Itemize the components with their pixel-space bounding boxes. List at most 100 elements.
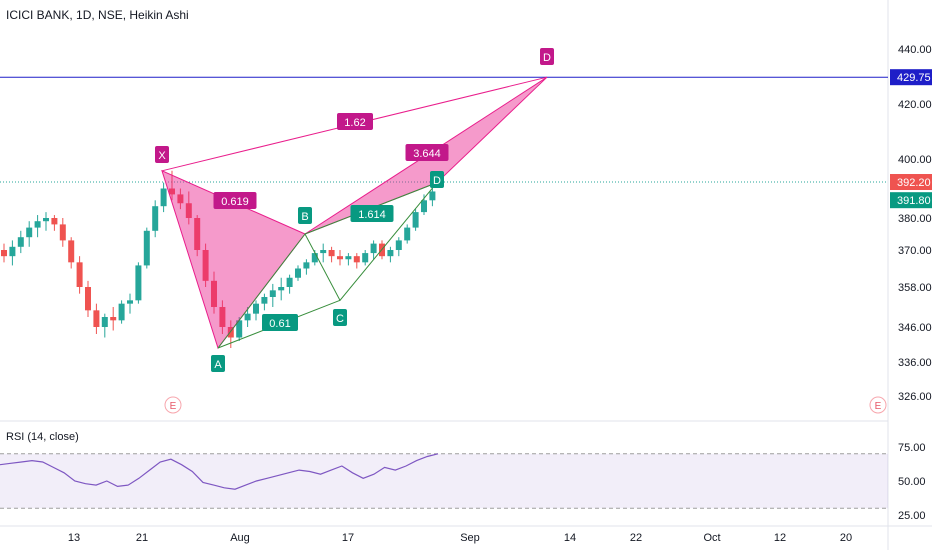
- x-tick-label: 17: [342, 532, 354, 544]
- candle-body: [269, 290, 276, 297]
- candle-body: [59, 224, 66, 241]
- point-label-x-box: [155, 146, 169, 163]
- y-tick-label: 400.00: [898, 154, 932, 166]
- price-tag-box: [890, 69, 932, 86]
- candle-body: [185, 203, 192, 218]
- rsi-tick-label: 50.00: [898, 476, 926, 488]
- candle-body: [345, 256, 352, 260]
- candle-body: [404, 227, 411, 241]
- y-tick-label: 336.00: [898, 357, 932, 369]
- ratio-label-bcd-bull: 1.614: [358, 209, 386, 221]
- candle-body: [26, 227, 33, 238]
- y-tick-label: 420.00: [898, 99, 932, 111]
- y-tick-label: 358.00: [898, 282, 932, 294]
- x-tick-label: Oct: [703, 532, 720, 544]
- candle-body: [219, 307, 226, 327]
- x-tick-label: Sep: [460, 532, 480, 544]
- point-label-c: C: [336, 313, 344, 325]
- candle-body: [194, 218, 201, 250]
- y-tick-label: 346.00: [898, 322, 932, 334]
- candle-body: [143, 230, 150, 266]
- point-label-d-bearish-box: [540, 48, 554, 65]
- x-tick-label: 13: [68, 532, 80, 544]
- candle-body: [118, 303, 125, 321]
- candle-body: [85, 287, 91, 311]
- point-label-x: X: [158, 150, 166, 162]
- x-tick-label: 20: [840, 532, 852, 544]
- candle-body: [34, 221, 41, 228]
- price-tag-box: [890, 174, 932, 191]
- candle-body: [127, 300, 133, 304]
- earnings-label: E: [170, 401, 177, 412]
- candle-body: [152, 206, 159, 231]
- price-tag-label: 391.80: [897, 195, 931, 207]
- candle-body: [17, 237, 24, 247]
- candle-body: [421, 200, 427, 213]
- x-tick-label: 21: [136, 532, 148, 544]
- point-label-d-bullish-box: [430, 171, 444, 188]
- point-label-b: B: [301, 211, 308, 223]
- point-label-a-box: [211, 355, 225, 372]
- candle-body: [51, 218, 58, 225]
- candle-body: [395, 240, 402, 250]
- candle-body: [429, 191, 436, 201]
- earnings-marker: [164, 396, 182, 414]
- candle-body: [160, 188, 167, 207]
- point-label-d-bullish: D: [433, 175, 441, 187]
- candle-body: [370, 243, 377, 254]
- candle-body: [202, 250, 209, 281]
- point-label-c-box: [333, 309, 347, 326]
- candle-body: [101, 317, 108, 327]
- x-tick-label: 14: [564, 532, 576, 544]
- candle-body: [261, 297, 268, 304]
- price-tag-box: [890, 192, 932, 209]
- candle-body: [311, 253, 318, 263]
- x-tick-label: 22: [630, 532, 642, 544]
- chart-title: ICICI BANK, 1D, NSE, Heikin Ashi: [6, 8, 189, 22]
- rsi-label: RSI (14, close): [6, 431, 79, 443]
- ratio-label-bcd-box: [405, 144, 449, 161]
- candle-body: [244, 313, 251, 321]
- rsi-tick-label: 75.00: [898, 442, 926, 454]
- price-tag-label: 392.20: [897, 177, 931, 189]
- candle-body: [253, 303, 259, 314]
- candle-body: [328, 250, 335, 257]
- candle-body: [387, 250, 394, 257]
- y-tick-label: 370.00: [898, 245, 932, 257]
- ratio-label-xab: 0.619: [221, 196, 249, 208]
- x-tick-label: 12: [774, 532, 786, 544]
- ratio-label-xd: 1.62: [344, 117, 365, 129]
- y-tick-label: 380.00: [898, 213, 932, 225]
- candle-body: [337, 256, 343, 260]
- price-tag-label: 429.75: [897, 72, 931, 84]
- candle-body: [353, 256, 360, 263]
- point-label-a: A: [214, 359, 222, 371]
- ratio-label-xd-box: [337, 113, 373, 130]
- candle-body: [227, 327, 234, 338]
- candle-body: [177, 194, 184, 204]
- point-label-b-box: [298, 207, 312, 224]
- earnings-marker: [869, 396, 887, 414]
- x-tick-label: Aug: [230, 532, 250, 544]
- ratio-label-abc-box: [262, 314, 298, 331]
- candle-body: [320, 250, 327, 254]
- candle-body: [9, 246, 16, 257]
- candle-body: [68, 240, 75, 263]
- candle-body: [43, 218, 49, 222]
- point-label-d-bearish: D: [543, 52, 551, 64]
- rsi-band: [0, 453, 888, 509]
- candle-body: [76, 262, 83, 287]
- ratio-label-xab-box: [213, 192, 257, 209]
- rsi-tick-label: 25.00: [898, 510, 926, 522]
- candle-body: [362, 253, 369, 263]
- rsi-line: [0, 453, 439, 490]
- ratio-label-bcd-bull-box: [350, 205, 394, 222]
- candle-body: [286, 277, 293, 287]
- candle-body: [1, 250, 7, 257]
- candle-body: [295, 268, 301, 278]
- candle-body: [135, 265, 142, 301]
- ratio-label-bcd: 3.644: [413, 148, 441, 160]
- candle-body: [169, 188, 175, 195]
